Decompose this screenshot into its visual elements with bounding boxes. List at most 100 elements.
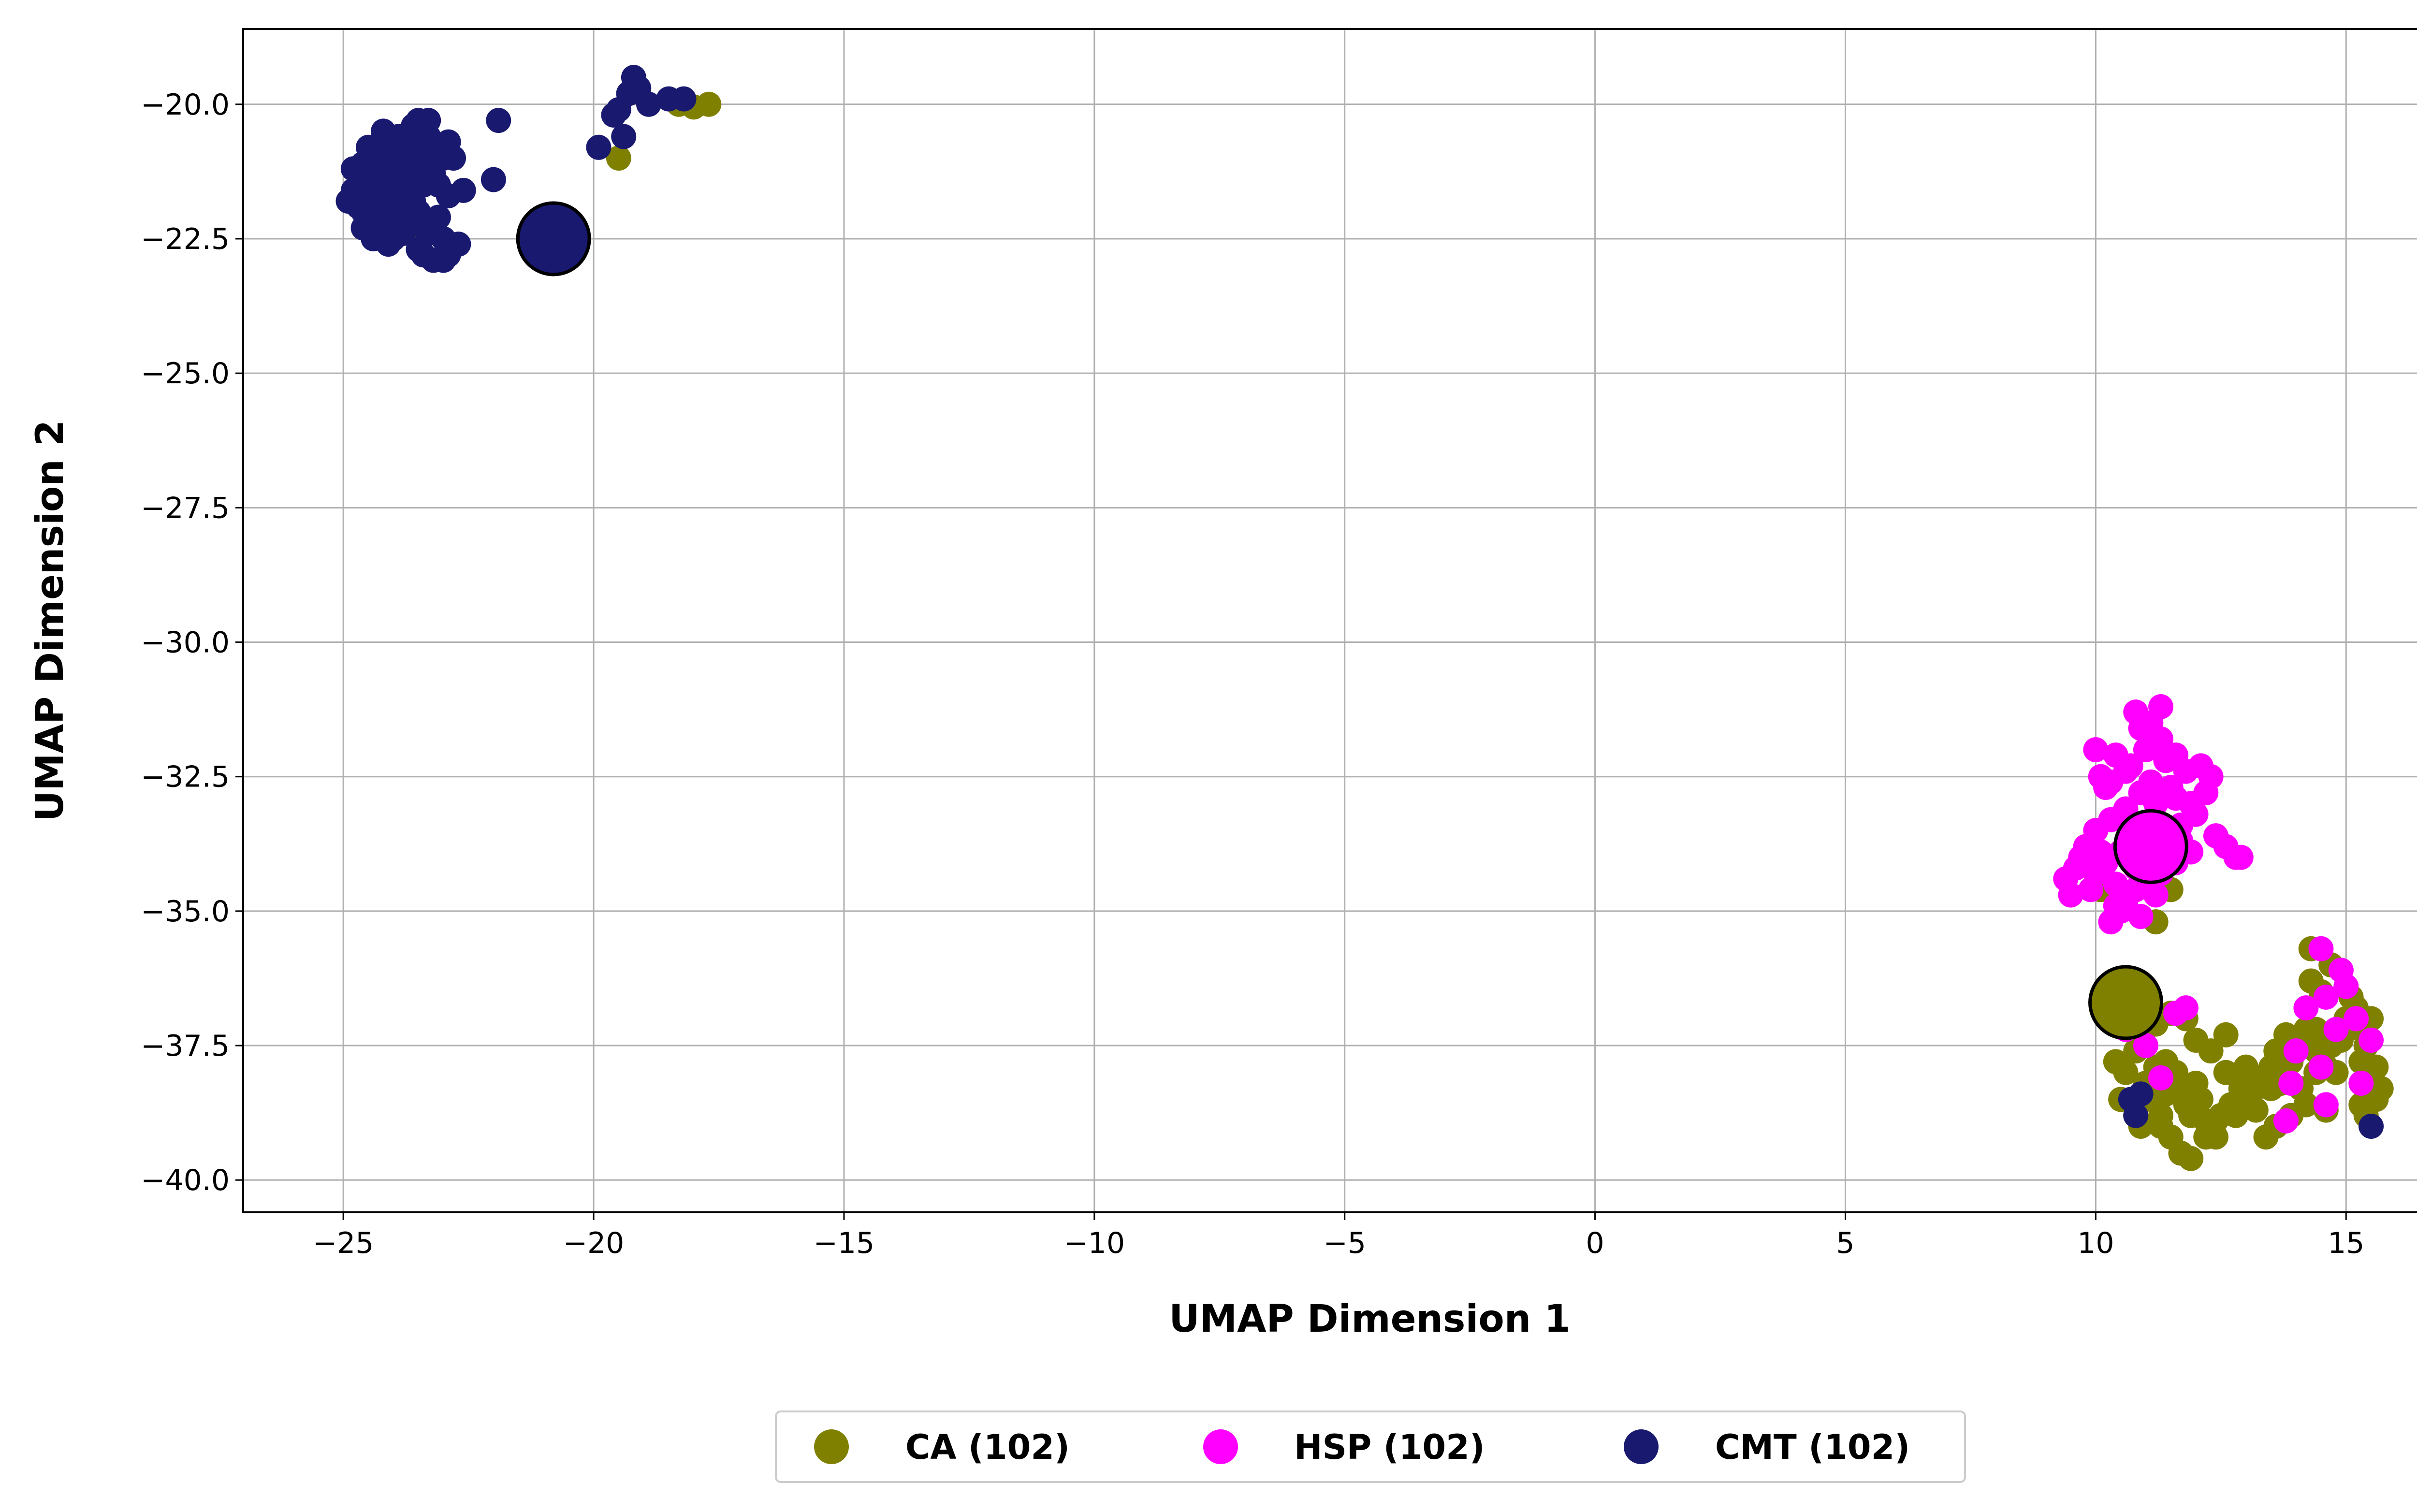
legend-marker-ca [814, 1429, 849, 1464]
x-tick-label: −15 [814, 1226, 875, 1260]
ca-point [2213, 1060, 2239, 1085]
ca-point [2363, 1054, 2389, 1080]
ca-point [2223, 1103, 2249, 1128]
cmt-point [606, 97, 631, 122]
cmt-point [2123, 1103, 2149, 1128]
cmt-point [636, 91, 661, 117]
ca-point [2188, 1087, 2213, 1112]
cmt-point [340, 177, 366, 203]
hsp-point [2153, 748, 2179, 773]
ca-point [2368, 1076, 2394, 1102]
hsp-point [2128, 904, 2154, 929]
hsp-point [2133, 737, 2158, 763]
hsp-point [2308, 1054, 2334, 1080]
hsp-point [2323, 1017, 2349, 1042]
hsp-centroid-marker [2113, 809, 2188, 884]
hsp-point [2133, 1033, 2158, 1059]
x-tick-label: 5 [1836, 1226, 1854, 1260]
hsp-point [2293, 995, 2319, 1021]
hsp-point [2138, 769, 2164, 795]
ca-point [606, 145, 631, 171]
hsp-point [2078, 877, 2104, 902]
y-axis-label: UMAP Dimension 2 [29, 420, 72, 822]
ca-point [2213, 1022, 2239, 1047]
cmt-point [425, 172, 451, 198]
hsp-point [2163, 785, 2189, 811]
ca-point [2178, 1146, 2204, 1171]
hsp-point [2103, 893, 2128, 918]
y-tick-label: −40.0 [141, 1163, 230, 1197]
ca-point [2113, 1060, 2139, 1085]
cmt-point [611, 124, 637, 149]
cmt-point [621, 65, 646, 90]
cmt-point [350, 215, 376, 241]
cmt-point [376, 129, 401, 155]
legend-label-cmt: CMT (102) [1715, 1427, 1910, 1467]
cmt-point [371, 167, 396, 192]
hsp-point [2148, 1065, 2174, 1090]
cmt-point [2359, 1113, 2384, 1139]
hsp-point [2333, 974, 2359, 999]
data-points [335, 65, 2394, 1171]
cmt-point [340, 156, 366, 182]
grid [243, 29, 2417, 1212]
hsp-point [2163, 1001, 2189, 1026]
ca-point [2258, 1076, 2284, 1102]
ca-point [2243, 1097, 2269, 1123]
ca-point [2228, 1076, 2254, 1102]
x-tick-label: −25 [313, 1226, 374, 1260]
y-tick-label: −37.5 [141, 1029, 230, 1063]
y-tick-label: −22.5 [141, 222, 230, 256]
x-tick-label: −20 [563, 1226, 625, 1260]
hsp-point [2088, 839, 2113, 865]
y-tick-label: −20.0 [141, 88, 230, 122]
cmt-point [451, 177, 476, 203]
x-tick-label: 0 [1586, 1226, 1604, 1260]
ca-point [2303, 1017, 2329, 1042]
cmt-point [486, 108, 511, 133]
hsp-point [2273, 1108, 2299, 1134]
ca-centroid-marker [2088, 965, 2164, 1040]
cmt-point [431, 247, 456, 273]
ca-point [2203, 1124, 2228, 1150]
x-axis-label: UMAP Dimension 1 [1169, 1297, 1571, 1341]
y-tick-label: −25.0 [141, 357, 230, 391]
cmt-centroid-marker [516, 201, 591, 276]
ca-point [2253, 1124, 2279, 1150]
cmt-point [480, 167, 506, 192]
y-tick-label: −27.5 [141, 491, 230, 525]
y-tick-label: −32.5 [141, 760, 230, 794]
hsp-point [2148, 694, 2174, 720]
hsp-point [2313, 1092, 2339, 1118]
hsp-point [2348, 1070, 2374, 1096]
legend-label-ca: CA (102) [905, 1427, 1070, 1467]
hsp-point [2058, 882, 2083, 908]
legend: CA (102) HSP (102) CMT (102) [775, 1410, 1966, 1483]
ca-point [2168, 1081, 2194, 1107]
legend-box [775, 1410, 1966, 1483]
cmt-point [656, 86, 682, 112]
x-tick-label: 15 [2328, 1226, 2364, 1260]
y-tick-label: −35.0 [141, 895, 230, 929]
hsp-point [2359, 1027, 2384, 1053]
ca-point [2148, 1113, 2174, 1139]
legend-marker-hsp [1203, 1429, 1238, 1464]
x-tick-label: −10 [1064, 1226, 1125, 1260]
hsp-point [2313, 984, 2339, 1010]
hsp-point [2068, 844, 2094, 870]
hsp-point [2193, 780, 2219, 806]
legend-marker-cmt [1624, 1429, 1659, 1464]
ca-point [2233, 1054, 2259, 1080]
cmt-point [586, 134, 612, 160]
ca-point [2183, 1027, 2209, 1053]
cmt-point [380, 226, 406, 251]
hsp-point [2083, 737, 2109, 763]
hsp-point [2278, 1070, 2304, 1096]
hsp-point [2343, 1006, 2369, 1032]
axis-ticks: −25 −20 −15 −10 −5 0 5 10 15 −20.0 −22.5 −25.0 −27.5… [141, 88, 2364, 1260]
y-tick-label: −30.0 [141, 626, 230, 660]
x-tick-label: −5 [1323, 1226, 1366, 1260]
